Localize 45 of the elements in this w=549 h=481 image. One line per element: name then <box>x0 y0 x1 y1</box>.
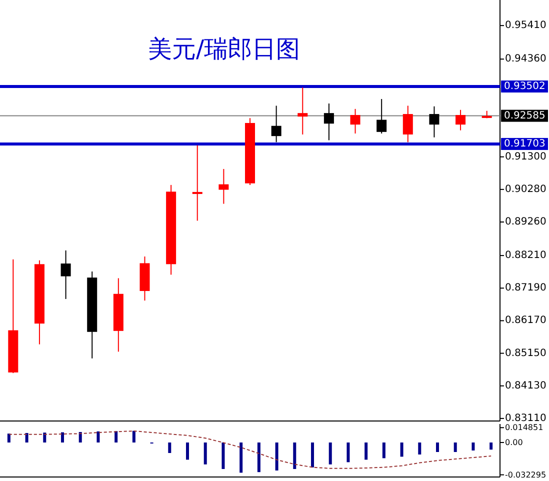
bar <box>275 442 278 470</box>
bar <box>472 442 475 450</box>
bar <box>25 433 28 442</box>
bar <box>346 442 350 462</box>
y-tick-label: 0.83110 <box>505 412 546 424</box>
y-tick-label: 0.88210 <box>505 250 546 262</box>
y-tick-label: 0.014851 <box>505 423 544 432</box>
bar <box>96 431 100 442</box>
bar <box>328 442 332 464</box>
y-tick-label: -0.032295 <box>505 470 546 480</box>
bar <box>454 442 457 452</box>
bar <box>222 442 225 469</box>
ref-line-label: 0.92585 <box>504 110 546 122</box>
bar <box>78 432 82 442</box>
bar <box>186 442 189 460</box>
y-tick-label: 0.91300 <box>505 151 546 162</box>
bar <box>418 442 422 454</box>
bar <box>311 442 314 468</box>
bar <box>293 442 296 469</box>
y-tick-label: 0.84130 <box>505 380 546 392</box>
ref-line-label: 0.91703 <box>504 138 546 150</box>
y-tick-label: 0.95410 <box>505 20 546 32</box>
bar <box>61 432 64 442</box>
bar <box>240 442 243 473</box>
y-tick-label: 0.00 <box>505 438 523 447</box>
bar <box>436 442 439 452</box>
bar <box>382 442 386 458</box>
bar <box>490 442 493 450</box>
bar <box>43 432 46 442</box>
bar <box>204 442 207 464</box>
text: 美元/瑞郎日图 <box>148 35 300 63</box>
y-tick-label: 0.86170 <box>505 315 546 326</box>
y-tick-label: 0.94360 <box>505 54 546 65</box>
y-tick-label: 0.85150 <box>505 348 546 359</box>
bar <box>7 434 10 442</box>
bar <box>400 442 404 457</box>
y-tick-label: 0.90280 <box>505 184 546 195</box>
bar <box>364 442 368 460</box>
bar <box>132 430 136 442</box>
y-tick-label: 0.87190 <box>505 282 546 294</box>
bar <box>257 442 260 472</box>
bar <box>168 442 172 453</box>
ref-line-label: 0.93502 <box>504 81 546 92</box>
bar <box>114 431 118 442</box>
y-tick-label: 0.89260 <box>505 216 546 228</box>
